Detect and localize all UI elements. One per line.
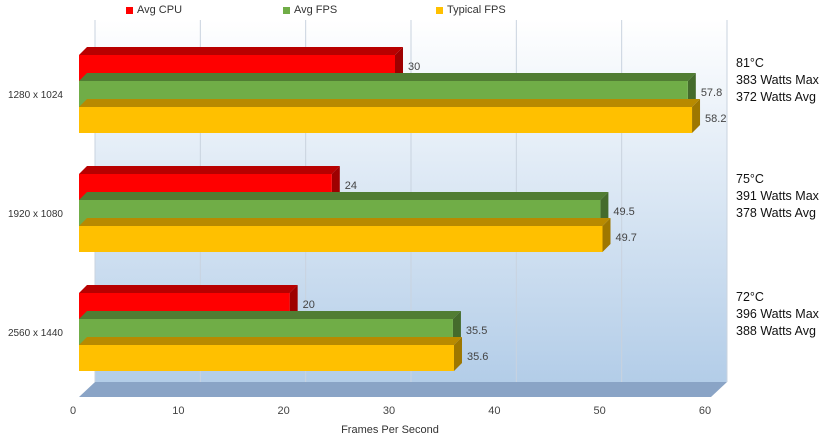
bar: [79, 337, 462, 371]
annotation-line: 388 Watts Avg: [736, 324, 816, 338]
bar: [79, 99, 701, 133]
bar-top-face: [79, 285, 298, 293]
bar-side-face: [692, 99, 701, 133]
data-label: 49.7: [616, 232, 637, 244]
legend-label: Typical FPS: [447, 4, 506, 16]
bar-side-face: [289, 285, 298, 319]
x-tick-label: 30: [383, 405, 395, 417]
data-label: 35.5: [466, 325, 487, 337]
legend-swatch-icon: [283, 6, 290, 14]
bar-top-face: [79, 73, 696, 81]
data-label: 57.8: [701, 87, 722, 99]
bar-top-face: [79, 218, 611, 226]
bar-top-face: [79, 192, 609, 200]
annotation-line: 72°C: [736, 290, 764, 304]
bar-top-face: [79, 99, 701, 107]
annotation-line: 75°C: [736, 172, 764, 186]
bar-top-face: [79, 311, 461, 319]
plot-floor: [79, 382, 727, 397]
category-label: 2560 x 1440: [8, 328, 63, 339]
annotation-line: 378 Watts Avg: [736, 206, 816, 220]
bars: 30 57.8 58.2 24 49.5 49.7 20 35.5 35.6: [79, 47, 726, 371]
bar-side-face: [600, 192, 609, 226]
bar-front-face: [79, 345, 454, 371]
x-tick-label: 20: [278, 405, 290, 417]
legend-item-avg-fps: Avg FPS: [283, 4, 337, 16]
x-axis-ticks: 0 10 20 30 40 50 60: [70, 405, 711, 417]
annotation-line: 396 Watts Max: [736, 307, 819, 321]
legend-swatch-icon: [126, 6, 133, 14]
legend-label: Avg CPU: [137, 4, 183, 16]
x-tick-label: 0: [70, 405, 76, 417]
bar-top-face: [79, 166, 340, 174]
legend-item-typical-fps: Typical FPS: [436, 4, 506, 16]
bar-front-face: [79, 107, 693, 133]
bar-side-face: [602, 218, 611, 252]
annotation-block: 75°C 391 Watts Max 378 Watts Avg: [736, 171, 819, 222]
annotation-line: 391 Watts Max: [736, 189, 819, 203]
x-tick-label: 60: [699, 405, 711, 417]
annotation-line: 372 Watts Avg: [736, 90, 816, 104]
data-label: 20: [303, 299, 315, 311]
x-axis-label: Frames Per Second: [341, 424, 439, 436]
bar-top-face: [79, 337, 462, 345]
bar-side-face: [395, 47, 403, 81]
annotation-block: 72°C 396 Watts Max 388 Watts Avg: [736, 289, 819, 340]
x-tick-label: 10: [172, 405, 184, 417]
category-label: 1280 x 1024: [8, 90, 63, 101]
bar-side-face: [687, 73, 696, 107]
category-label: 1920 x 1080: [8, 209, 63, 220]
legend-item-avg-cpu: Avg CPU: [126, 4, 182, 16]
legend-swatch-icon: [436, 6, 443, 14]
data-label: 35.6: [467, 351, 488, 363]
bar-side-face: [331, 166, 340, 200]
bar-front-face: [79, 226, 603, 252]
annotation-line: 383 Watts Max: [736, 73, 819, 87]
bar-side-face: [453, 337, 462, 371]
data-label: 58.2: [705, 113, 726, 125]
legend-label: Avg FPS: [294, 4, 338, 16]
annotation-block: 81°C 383 Watts Max 372 Watts Avg: [736, 55, 819, 106]
data-label: 49.5: [613, 206, 634, 218]
bar-top-face: [79, 47, 403, 55]
data-label: 30: [408, 61, 420, 73]
y-axis-categories: 1280 x 1024 1920 x 1080 2560 x 1440: [8, 90, 63, 339]
data-label: 24: [345, 180, 357, 192]
x-tick-label: 50: [594, 405, 606, 417]
bar: [79, 218, 611, 252]
annotation-line: 81°C: [736, 56, 764, 70]
bar-side-face: [452, 311, 461, 345]
x-tick-label: 40: [488, 405, 500, 417]
